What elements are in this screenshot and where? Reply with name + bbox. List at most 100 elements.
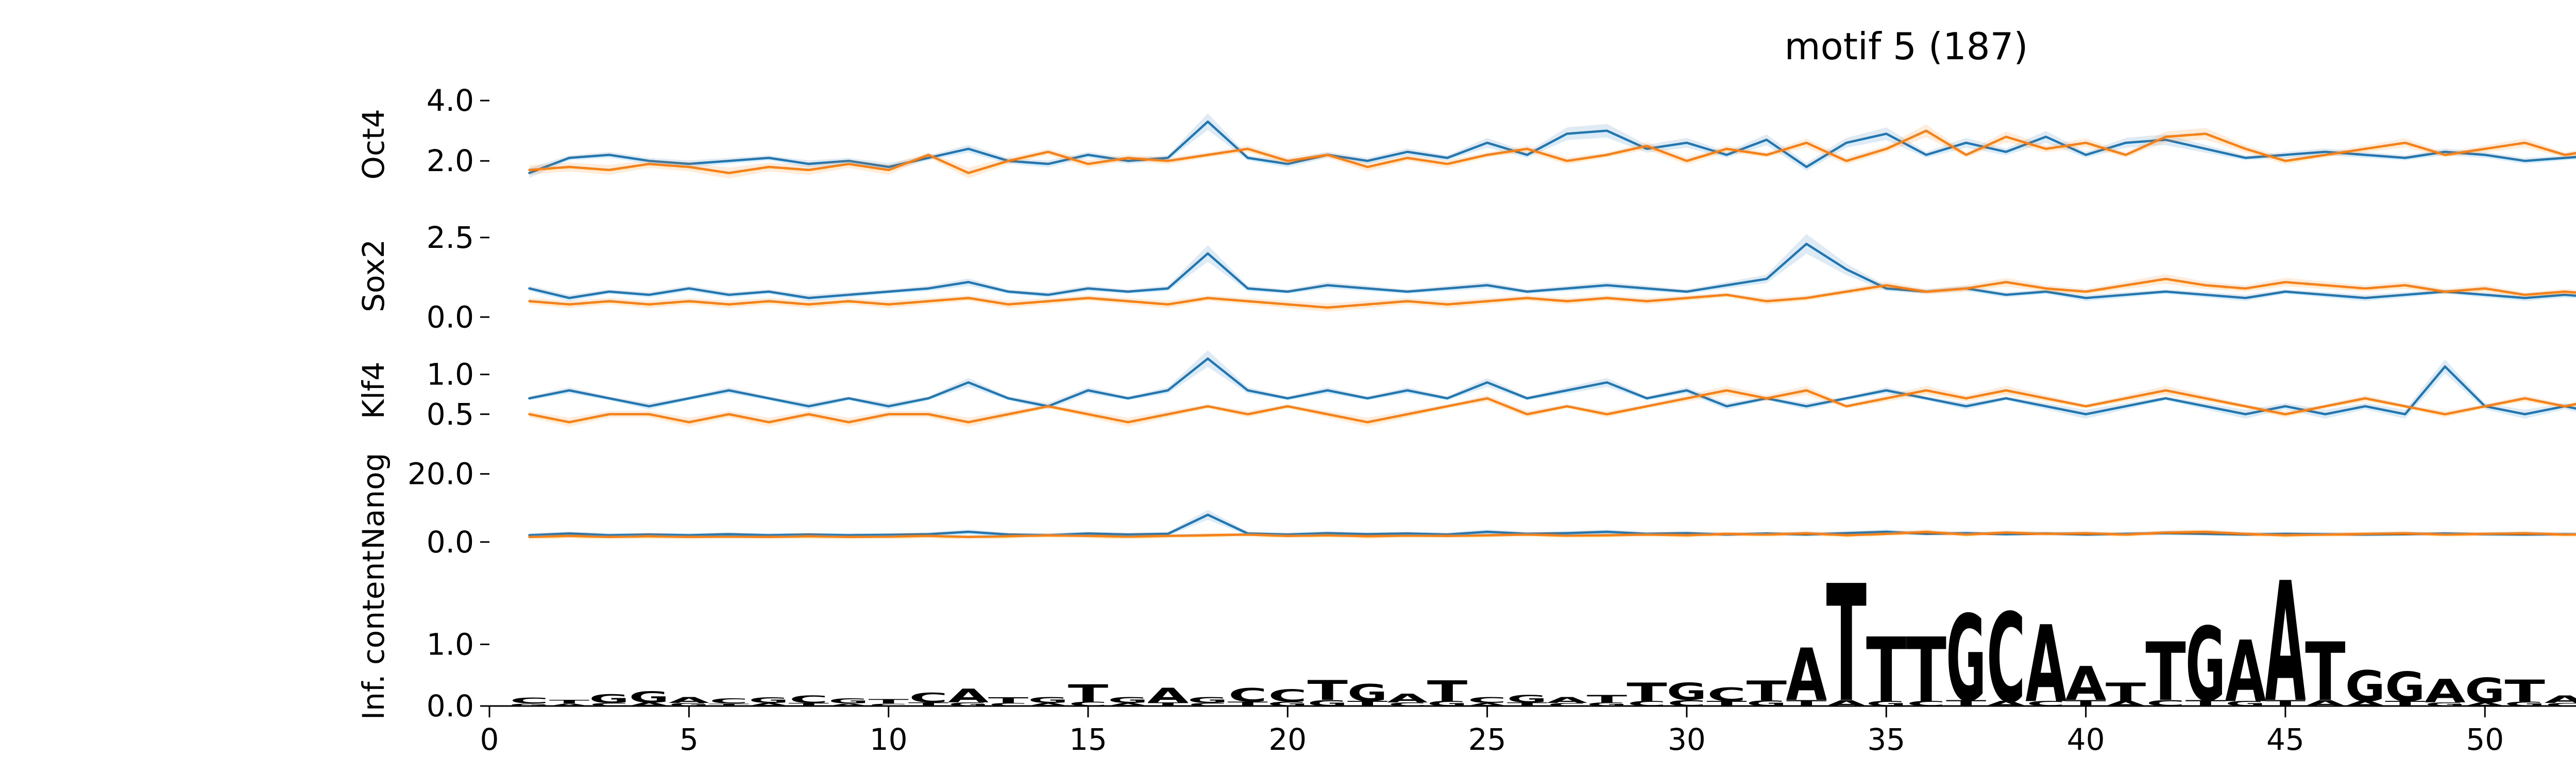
logo-letter-A: A	[549, 703, 589, 707]
logo-letter-T: T	[1427, 675, 1468, 708]
x-tick-label: 10	[870, 722, 908, 757]
logo-letter-G: G	[629, 688, 669, 706]
logo-letter-G: G	[669, 702, 709, 707]
logo-letter-G: G	[2465, 671, 2505, 711]
logo-letter-C: C	[1987, 588, 2025, 731]
logo-letter-T: T	[2145, 626, 2185, 719]
logo-letter-A: A	[2065, 657, 2107, 711]
y-tick-label: 1.0	[427, 627, 474, 662]
logo-letter-G: G	[828, 697, 869, 705]
logo-letter-A: A	[749, 702, 789, 707]
logo-letter-T: T	[1626, 678, 1667, 707]
logo-letter-C: C	[789, 694, 828, 705]
logo-letter-C: C	[1268, 686, 1307, 705]
x-tick-label: 20	[1268, 722, 1307, 757]
logo-letter-G: G	[1946, 591, 1986, 728]
confidence-band-orange	[529, 385, 2576, 427]
panel-oct4: 2.0 4.0 Oct4	[356, 83, 2576, 180]
logo-letter-A: A	[948, 685, 989, 707]
logo-letter-C: C	[869, 703, 908, 707]
logo-letter-T: T	[908, 701, 949, 707]
logo-letter-T: T	[2106, 678, 2146, 707]
logo-letter-G: G	[1667, 678, 1707, 706]
logo-letter-A: A	[1786, 633, 1827, 717]
logo-letter-T: T	[1068, 680, 1109, 707]
plot-area: 2.0 4.0 Oct4 0.0 2.5 Sox2 0.5 1.0 Klf4 0.0 20.0 Nan…	[356, 83, 2576, 757]
y-tick-label: 1.0	[427, 357, 474, 392]
x-tick-label: 45	[2266, 722, 2304, 757]
logo-letter-G: G	[1587, 701, 1627, 708]
logo-letter-T: T	[868, 698, 909, 705]
logo-letter-T: T	[549, 699, 590, 704]
logo-letter-T: T	[1826, 551, 1867, 738]
confidence-band-orange	[529, 124, 2576, 179]
y-tick-label: 0.0	[427, 299, 474, 334]
logo-letter-G: G	[1347, 679, 1387, 707]
logo-letter-A: A	[1387, 692, 1428, 705]
logo-letter-C: C	[909, 690, 947, 705]
logo-letter-C: C	[1189, 702, 1227, 707]
logo-letter-T: T	[1747, 676, 1787, 707]
series-line-orange	[528, 389, 2576, 424]
logo-letter-T: T	[2504, 674, 2545, 709]
logo-letter-C: C	[1707, 684, 1746, 706]
x-tick-label: 15	[1069, 722, 1107, 757]
logo-letter-C: C	[1228, 685, 1267, 707]
logo-letter-T: T	[788, 702, 829, 707]
y-tick-label: 2.5	[427, 220, 474, 255]
panel-klf4: 0.5 1.0 Klf4	[356, 350, 2576, 432]
logo-letter-G: G	[510, 703, 550, 707]
logo-letter-T: T	[1906, 619, 1946, 722]
y-axis-label: Inf. content	[356, 550, 391, 720]
logo-letter-A: A	[1547, 695, 1588, 705]
logo-letter-G: G	[2385, 663, 2425, 711]
logo-letter-G: G	[2185, 607, 2226, 724]
logo-letter-C: C	[989, 702, 1027, 707]
x-tick-label: 0	[480, 722, 499, 757]
logo-letter-A: A	[669, 695, 710, 705]
logo-letter-G: G	[2345, 662, 2385, 711]
y-tick-label: 0.0	[427, 525, 474, 560]
logo-letter-A: A	[2425, 673, 2466, 711]
logo-letter-C: C	[2546, 702, 2576, 707]
logo-letter-T: T	[1148, 701, 1189, 707]
logo-letter-G: G	[2425, 701, 2465, 708]
logo-letter-A: A	[1028, 702, 1069, 707]
logo-letter-C: C	[510, 696, 549, 705]
logo-letter-T: T	[1587, 693, 1627, 705]
x-tick-label: 5	[680, 722, 699, 757]
logo-letter-T: T	[1507, 701, 1548, 707]
logo-letter-G: G	[589, 692, 629, 706]
logo-letter-A: A	[629, 701, 670, 707]
series-line-blue	[528, 242, 2576, 299]
x-tick-label: 40	[2067, 722, 2105, 757]
y-tick-label: 0.0	[427, 688, 474, 724]
panel-nanog: 0.0 20.0 Nanog	[356, 453, 2576, 560]
logo-letter-A: A	[2225, 623, 2266, 721]
logo-letter-G: G	[1108, 695, 1148, 705]
logo-letter-T: T	[988, 696, 1029, 705]
chart-title: motif 5 (187)	[1785, 25, 2028, 68]
logo-letter-A: A	[828, 703, 869, 707]
logo-letter-T: T	[1308, 675, 1348, 707]
logo-letter-T: T	[1866, 619, 1906, 722]
logo-letter-G: G	[1028, 695, 1069, 705]
logo-letter-A: A	[2544, 694, 2576, 705]
logo-letter-T: T	[709, 703, 750, 707]
logo-letter-G: G	[1507, 693, 1547, 705]
logo-letter-G: G	[1188, 695, 1228, 705]
panel-sox2: 0.0 2.5 Sox2	[356, 220, 2576, 334]
logo-letter-C: C	[590, 702, 629, 707]
logo-letter-A: A	[1147, 684, 1188, 708]
series-line-orange	[528, 277, 2576, 309]
logo-letter-G: G	[948, 701, 989, 708]
y-tick-label: 20.0	[408, 457, 474, 492]
logo-letter-C: C	[1548, 702, 1586, 707]
x-tick-label: 35	[1867, 722, 1905, 757]
logo-letter-C: C	[1468, 695, 1506, 705]
y-tick-label: 2.0	[427, 143, 474, 178]
y-axis-label: Nanog	[356, 453, 391, 550]
confidence-band-blue	[529, 113, 2576, 178]
